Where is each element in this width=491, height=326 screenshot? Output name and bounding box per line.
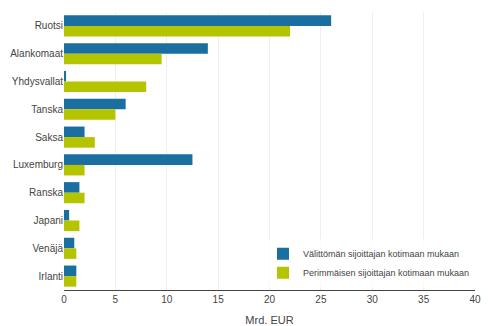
svg-text:Ruotsi: Ruotsi <box>35 20 63 31</box>
svg-text:Yhdysvallat: Yhdysvallat <box>12 76 63 87</box>
svg-text:Tanska: Tanska <box>31 104 63 115</box>
svg-text:20: 20 <box>264 294 276 305</box>
svg-text:15: 15 <box>213 294 225 305</box>
svg-text:0: 0 <box>61 294 67 305</box>
svg-text:35: 35 <box>418 294 430 305</box>
svg-text:Irlanti: Irlanti <box>39 271 63 282</box>
svg-text:Mrd. EUR: Mrd. EUR <box>245 314 293 326</box>
svg-text:5: 5 <box>113 294 119 305</box>
svg-text:Saksa: Saksa <box>35 132 63 143</box>
svg-text:Perimmäisen sijoittajan kotima: Perimmäisen sijoittajan kotimaan mukaan <box>303 268 469 278</box>
svg-text:Luxemburg: Luxemburg <box>13 159 63 170</box>
svg-text:10: 10 <box>161 294 173 305</box>
svg-text:Ranska: Ranska <box>29 187 63 198</box>
svg-text:Alankomaat: Alankomaat <box>10 48 63 59</box>
svg-text:Japani: Japani <box>34 215 63 226</box>
svg-text:40: 40 <box>469 294 481 305</box>
svg-text:Venäjä: Venäjä <box>32 243 63 254</box>
svg-text:25: 25 <box>315 294 327 305</box>
svg-text:Välittömän sijoittajan kotimaa: Välittömän sijoittajan kotimaan mukaan <box>303 249 459 259</box>
svg-text:30: 30 <box>367 294 379 305</box>
